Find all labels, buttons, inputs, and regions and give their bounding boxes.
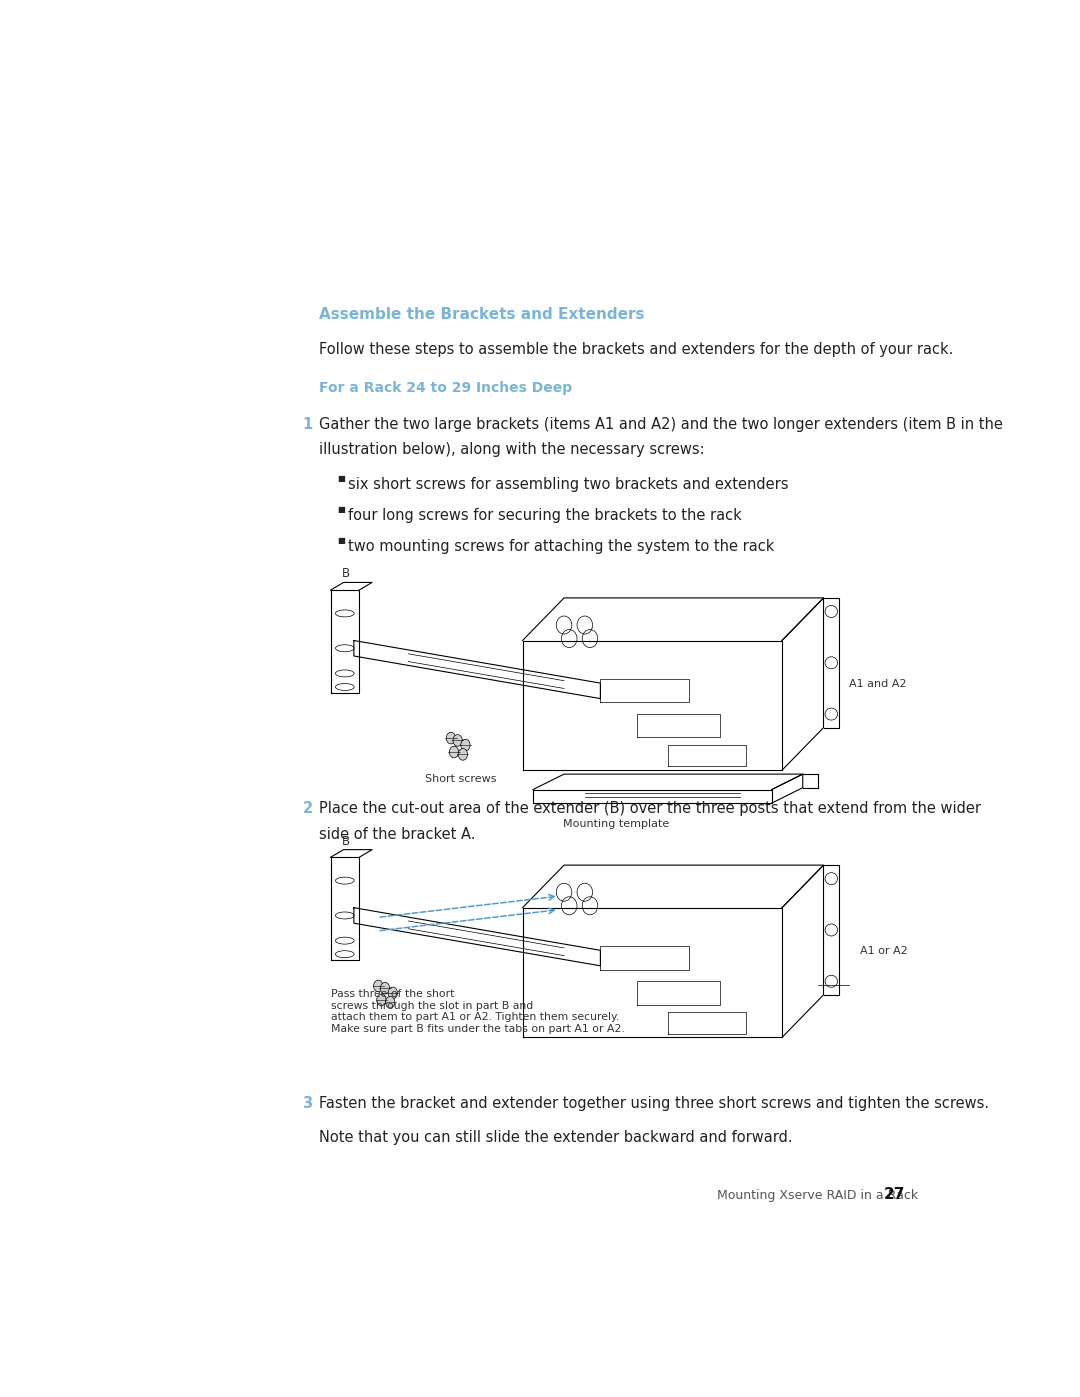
Text: six short screws for assembling two brackets and extenders: six short screws for assembling two brac… [349,478,788,492]
Text: B: B [342,567,350,581]
Text: A1 or A2: A1 or A2 [860,946,907,957]
Ellipse shape [461,739,470,750]
Text: 3: 3 [302,1095,312,1111]
Ellipse shape [377,995,386,1006]
Text: illustration below), along with the necessary screws:: illustration below), along with the nece… [320,443,705,457]
Text: Fasten the bracket and extender together using three short screws and tighten th: Fasten the bracket and extender together… [320,1095,989,1111]
Text: 1: 1 [302,418,312,432]
Text: Mounting template: Mounting template [563,819,670,828]
Text: 2: 2 [302,802,312,816]
Text: Follow these steps to assemble the brackets and extenders for the depth of your : Follow these steps to assemble the brack… [320,342,954,356]
Text: side of the bracket A.: side of the bracket A. [320,827,475,841]
Ellipse shape [449,746,459,757]
Text: Short screws: Short screws [424,774,496,784]
Ellipse shape [458,749,468,760]
Text: Gather the two large brackets (items A1 and A2) and the two longer extenders (it: Gather the two large brackets (items A1 … [320,418,1003,432]
Text: Place the cut-out area of the extender (B) over the three posts that extend from: Place the cut-out area of the extender (… [320,802,981,816]
Text: Note that you can still slide the extender backward and forward.: Note that you can still slide the extend… [320,1130,793,1146]
Ellipse shape [388,988,397,999]
Text: Pass three of the short
screws through the slot in part B and
attach them to par: Pass three of the short screws through t… [330,989,624,1034]
Text: ■: ■ [338,504,346,514]
Text: Assemble the Brackets and Extenders: Assemble the Brackets and Extenders [320,307,645,323]
Text: Mounting Xserve RAID in a Rack: Mounting Xserve RAID in a Rack [717,1189,918,1203]
Ellipse shape [446,732,456,745]
Text: For a Rack 24 to 29 Inches Deep: For a Rack 24 to 29 Inches Deep [320,380,572,394]
Ellipse shape [374,981,383,992]
Text: four long screws for securing the brackets to the rack: four long screws for securing the bracke… [349,509,742,524]
Ellipse shape [386,996,395,1009]
Ellipse shape [380,982,390,995]
Text: B: B [342,834,350,848]
Text: A1 and A2: A1 and A2 [850,679,907,689]
Ellipse shape [453,735,462,746]
Text: ■: ■ [338,536,346,545]
Text: two mounting screws for attaching the system to the rack: two mounting screws for attaching the sy… [349,539,774,555]
Text: ■: ■ [338,474,346,483]
Text: 27: 27 [885,1187,905,1203]
